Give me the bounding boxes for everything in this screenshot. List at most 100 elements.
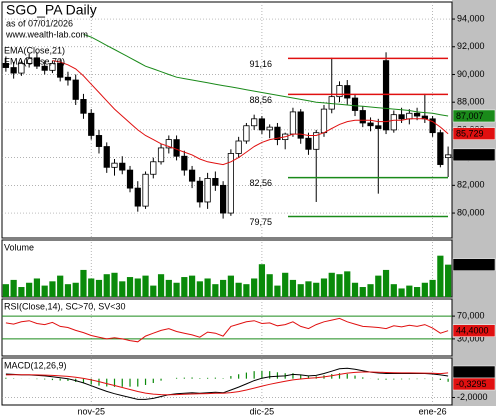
volume-bar bbox=[367, 284, 374, 297]
legend-entry: EMA(Close,21) bbox=[4, 45, 65, 55]
candle-body bbox=[126, 169, 134, 189]
volume-bar bbox=[57, 275, 64, 297]
histogram-bar bbox=[121, 378, 123, 387]
volume-bar bbox=[88, 278, 95, 297]
candle-body bbox=[320, 108, 328, 134]
x-tick-label: dic-25 bbox=[250, 406, 275, 416]
volume-bar bbox=[382, 269, 390, 297]
histogram-bar bbox=[269, 371, 271, 379]
candle-body bbox=[150, 161, 157, 175]
axis-band bbox=[452, 0, 496, 406]
volume-bar bbox=[111, 272, 118, 297]
candle-body bbox=[188, 169, 196, 182]
histogram-bar bbox=[137, 378, 139, 387]
x-tick-label: ene-26 bbox=[419, 406, 447, 416]
histogram-bar bbox=[346, 373, 348, 379]
histogram-bar bbox=[307, 376, 310, 379]
histogram-bar bbox=[238, 374, 240, 379]
subtitle: as of 07/01/2026 bbox=[6, 18, 73, 28]
histogram-bar bbox=[160, 378, 162, 381]
volume-bar bbox=[41, 285, 48, 297]
x-tick-label: nov-25 bbox=[77, 406, 105, 416]
volume-bar bbox=[119, 281, 126, 297]
candle-body bbox=[367, 122, 374, 127]
volume-bar bbox=[359, 287, 366, 297]
ema-line bbox=[83, 33, 449, 117]
candle-body bbox=[196, 180, 203, 203]
histogram-bar bbox=[191, 377, 193, 379]
volume-bar bbox=[336, 274, 343, 297]
histogram-bar bbox=[44, 378, 46, 380]
candle-body bbox=[313, 132, 320, 150]
y-tick-label: -2,0000 bbox=[457, 392, 488, 402]
last-value-box bbox=[452, 127, 496, 140]
last-value-label: 44,4000 bbox=[456, 326, 489, 336]
volume-bar bbox=[328, 272, 335, 297]
y-tick-label: 92,000 bbox=[457, 41, 485, 51]
last-value-label: 0,2848 bbox=[456, 367, 484, 377]
candle-body bbox=[289, 111, 297, 135]
volume-bar bbox=[64, 284, 72, 297]
candle-body bbox=[344, 85, 351, 99]
volume-bar bbox=[10, 279, 17, 297]
candle-body bbox=[336, 85, 343, 98]
candle-body bbox=[142, 173, 149, 207]
last-value-label: 85,729 bbox=[456, 129, 484, 139]
y-tick-label: 82,000 bbox=[457, 180, 485, 190]
candle-body bbox=[305, 137, 312, 150]
volume-bar bbox=[406, 285, 413, 297]
histogram-bar bbox=[129, 378, 131, 387]
histogram-bar bbox=[82, 378, 85, 384]
candle-body bbox=[157, 147, 165, 163]
histogram-bar bbox=[144, 378, 147, 385]
ema-line bbox=[52, 60, 449, 166]
level-label: 88,56 bbox=[249, 95, 272, 105]
candle-body bbox=[398, 114, 405, 120]
histogram-bar bbox=[98, 378, 100, 386]
candle-body bbox=[406, 112, 413, 120]
last-value-label: 2,27 M bbox=[456, 260, 484, 270]
histogram-bar bbox=[354, 375, 356, 379]
candle-body bbox=[266, 126, 273, 131]
panel-frame bbox=[1, 239, 453, 298]
candle-body bbox=[251, 118, 258, 127]
legend-entry: EMA(Close,70) bbox=[4, 56, 65, 66]
volume-bar bbox=[351, 282, 359, 297]
candle-body bbox=[88, 112, 95, 136]
volume-bar bbox=[251, 278, 258, 297]
y-tick-label: 70,000 bbox=[457, 310, 485, 320]
candle-body bbox=[41, 65, 48, 71]
candle-body bbox=[165, 139, 172, 149]
candle-body bbox=[111, 162, 118, 168]
volume-bar bbox=[282, 272, 289, 297]
volume-bar bbox=[274, 285, 281, 297]
candle-body bbox=[258, 118, 266, 131]
volume-bar bbox=[398, 288, 405, 297]
signal-line bbox=[5, 371, 449, 396]
volume-bar bbox=[320, 278, 328, 297]
volume-bar bbox=[196, 281, 203, 297]
candle-body bbox=[390, 114, 397, 131]
volume-bar bbox=[297, 284, 304, 297]
candle-body bbox=[359, 110, 366, 124]
y-tick-label: 90,000 bbox=[457, 69, 485, 79]
volume-bar bbox=[204, 278, 211, 297]
histogram-bar bbox=[207, 377, 209, 379]
volume-bar bbox=[258, 264, 266, 297]
candle-body bbox=[204, 178, 211, 203]
panel-title: Volume bbox=[4, 242, 34, 252]
histogram-bar bbox=[276, 372, 279, 379]
histogram-bar bbox=[245, 372, 247, 379]
source: www.wealth-lab.com bbox=[5, 29, 88, 39]
candle-body bbox=[437, 132, 444, 165]
panel-frame bbox=[1, 1, 453, 239]
histogram-bar bbox=[377, 378, 379, 380]
histogram-bar bbox=[90, 378, 92, 385]
candle-body bbox=[64, 76, 72, 81]
volume-bar bbox=[413, 287, 421, 297]
panel-frame bbox=[1, 357, 453, 406]
volume-bar bbox=[375, 275, 382, 297]
histogram-bar bbox=[67, 378, 69, 381]
